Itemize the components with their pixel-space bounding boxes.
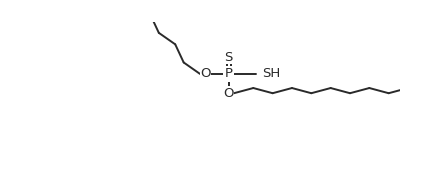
Text: SH: SH (262, 68, 281, 80)
Text: S: S (224, 51, 233, 64)
Text: O: O (223, 87, 234, 100)
Text: P: P (225, 68, 232, 80)
Text: O: O (200, 68, 211, 80)
